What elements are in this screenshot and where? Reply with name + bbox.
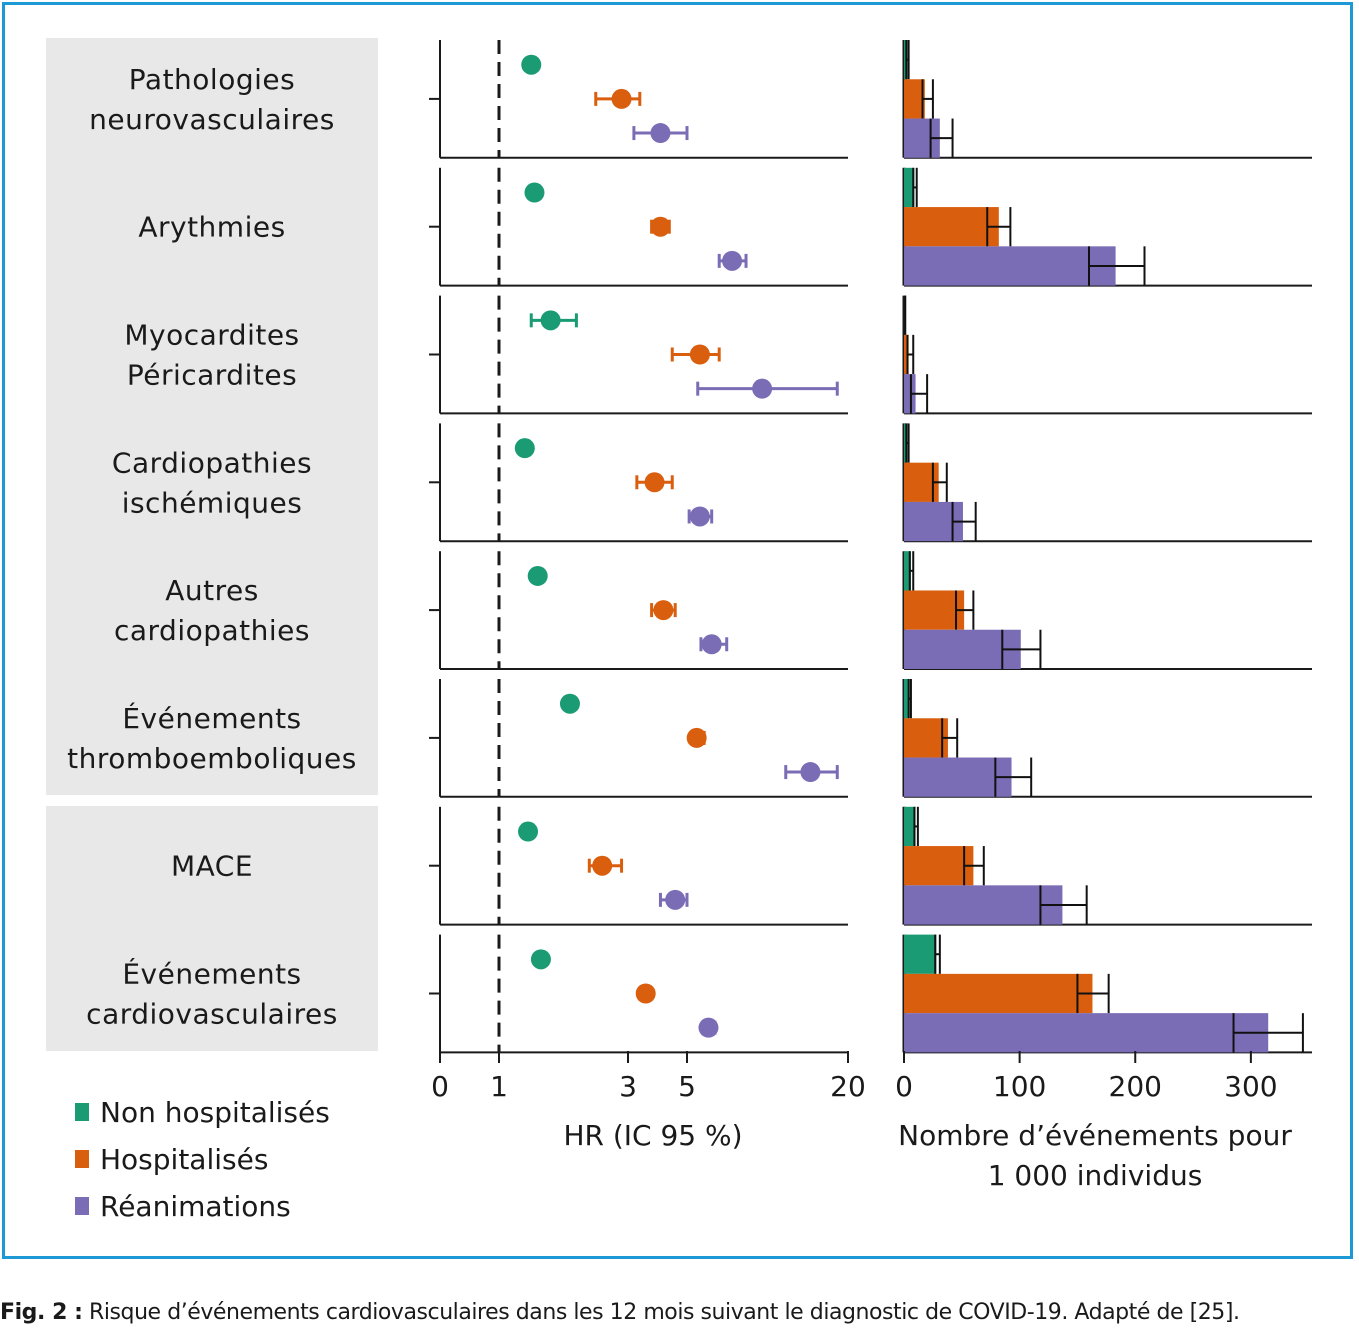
event-bar bbox=[904, 885, 1063, 925]
hr-point bbox=[524, 182, 545, 203]
bar-x-axis-title: 1 000 individus bbox=[988, 1159, 1203, 1192]
event-bar bbox=[904, 1013, 1269, 1053]
hr-point bbox=[635, 983, 656, 1004]
legend-swatch bbox=[75, 1103, 89, 1121]
bar-x-tick-label: 100 bbox=[993, 1070, 1046, 1103]
hr-point bbox=[653, 600, 674, 621]
caption-prefix: Fig. 2 : bbox=[0, 1300, 83, 1325]
forest-x-tick-label: 0 bbox=[431, 1070, 449, 1103]
row-label: cardiopathies bbox=[114, 614, 310, 647]
hr-point bbox=[518, 821, 539, 842]
row-label: Événements bbox=[122, 957, 301, 991]
event-bar bbox=[904, 334, 909, 375]
hr-point bbox=[686, 727, 707, 748]
hr-point bbox=[530, 949, 551, 970]
row-label: Cardiopathies bbox=[112, 446, 312, 479]
forest-x-axis-title: HR (IC 95 %) bbox=[563, 1119, 742, 1152]
hr-point bbox=[701, 634, 722, 655]
hr-point bbox=[540, 310, 561, 331]
row-label: Péricardites bbox=[127, 359, 297, 392]
hr-point bbox=[644, 472, 665, 493]
bar-x-axis-title: Nombre d’événements pour bbox=[898, 1119, 1292, 1152]
hr-point bbox=[689, 344, 710, 365]
event-bar bbox=[904, 551, 911, 591]
legend-swatch bbox=[75, 1197, 89, 1215]
event-bar bbox=[904, 590, 965, 630]
label-panel bbox=[46, 38, 378, 795]
label-panel-composite bbox=[46, 806, 378, 1051]
hr-point bbox=[527, 565, 548, 586]
row-label: ischémiques bbox=[122, 486, 303, 519]
event-bar bbox=[904, 934, 937, 974]
figure-frame bbox=[2, 2, 1353, 1259]
event-bar bbox=[904, 679, 910, 719]
hr-point bbox=[698, 1017, 719, 1038]
bar-x-tick-label: 200 bbox=[1109, 1070, 1162, 1103]
hr-point bbox=[559, 693, 580, 714]
bar-x-tick-label: 0 bbox=[895, 1070, 913, 1103]
forest-x-tick-label: 5 bbox=[678, 1070, 696, 1103]
forest-x-tick-label: 3 bbox=[619, 1070, 637, 1103]
event-bar bbox=[904, 973, 1093, 1014]
row-label: thromboemboliques bbox=[67, 742, 357, 775]
legend-label: Hospitalisés bbox=[100, 1143, 268, 1176]
event-bar bbox=[904, 806, 916, 847]
legend-label: Réanimations bbox=[100, 1190, 291, 1223]
legend-label: Non hospitalisés bbox=[100, 1096, 330, 1129]
hr-point bbox=[689, 506, 710, 527]
hr-point bbox=[722, 250, 743, 271]
row-label: Autres bbox=[165, 574, 259, 607]
row-label: Myocardites bbox=[124, 319, 299, 352]
hr-point bbox=[665, 889, 686, 910]
hr-point bbox=[592, 855, 613, 876]
hr-point bbox=[611, 88, 632, 109]
event-bar bbox=[904, 79, 925, 119]
hr-point bbox=[800, 762, 821, 783]
row-label: Arythmies bbox=[138, 211, 285, 244]
figure-caption: Fig. 2 : Risque d’événements cardiovascu… bbox=[0, 1300, 1359, 1325]
event-bar bbox=[904, 846, 974, 886]
event-bar bbox=[904, 757, 1012, 797]
row-label: neurovasculaires bbox=[89, 103, 335, 136]
event-bar bbox=[904, 207, 999, 247]
hr-point bbox=[521, 54, 542, 75]
event-bar bbox=[904, 167, 915, 208]
row-label: cardiovasculaires bbox=[86, 998, 338, 1031]
event-bar bbox=[904, 718, 948, 758]
hr-point bbox=[514, 438, 535, 459]
hr-point bbox=[650, 216, 671, 237]
event-bar bbox=[904, 374, 916, 414]
bar-x-tick-label: 300 bbox=[1224, 1070, 1277, 1103]
hr-point bbox=[650, 123, 671, 144]
legend-swatch bbox=[75, 1150, 89, 1168]
hr-point bbox=[752, 378, 773, 399]
forest-x-tick-label: 20 bbox=[830, 1070, 866, 1103]
caption-text: Risque d’événements cardiovasculaires da… bbox=[82, 1300, 1240, 1325]
row-label: Pathologies bbox=[129, 63, 295, 96]
row-label: Événements bbox=[122, 701, 301, 735]
event-bar bbox=[904, 246, 1116, 286]
row-label: MACE bbox=[171, 850, 253, 883]
forest-x-tick-label: 1 bbox=[490, 1070, 508, 1103]
